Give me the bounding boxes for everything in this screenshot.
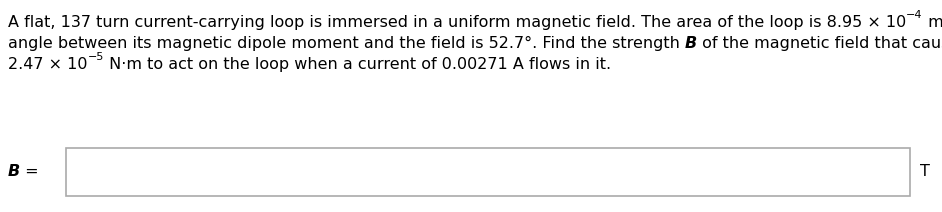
Text: m², and the: m², and the: [923, 15, 942, 30]
Text: B: B: [685, 36, 697, 51]
Text: 2.47 × 10: 2.47 × 10: [8, 57, 88, 72]
Text: T: T: [920, 165, 930, 180]
Text: B: B: [8, 165, 20, 180]
Text: of the magnetic field that causes a torque of: of the magnetic field that causes a torq…: [697, 36, 942, 51]
Text: −4: −4: [906, 10, 923, 20]
Text: −5: −5: [88, 52, 104, 62]
Text: =: =: [20, 165, 39, 180]
Text: N·m to act on the loop when a current of 0.00271 A flows in it.: N·m to act on the loop when a current of…: [104, 57, 611, 72]
Text: angle between its magnetic dipole moment and the field is 52.7°. Find the streng: angle between its magnetic dipole moment…: [8, 36, 685, 51]
Text: A flat, 137 turn current-carrying loop is immersed in a uniform magnetic field. : A flat, 137 turn current-carrying loop i…: [8, 15, 906, 30]
FancyBboxPatch shape: [66, 148, 910, 196]
